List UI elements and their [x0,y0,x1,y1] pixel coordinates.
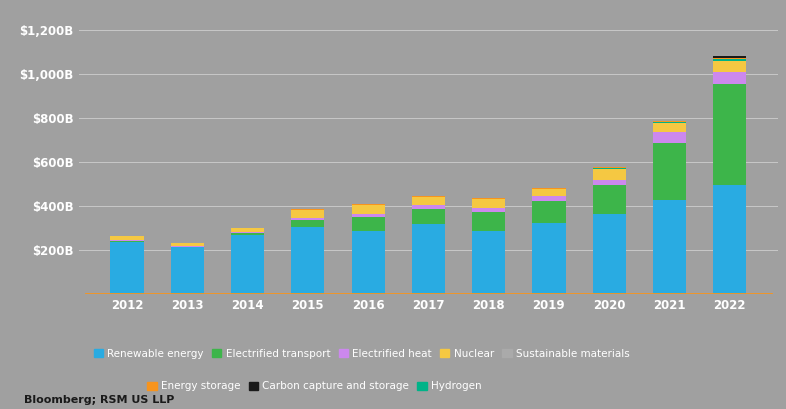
Legend: Renewable energy, Electrified transport, Electrified heat, Nuclear, Sustainable : Renewable energy, Electrified transport,… [90,344,634,363]
Bar [110,236,144,240]
Bar [292,220,325,227]
Bar [713,72,747,84]
Bar [532,201,565,223]
Bar [713,84,747,185]
Bar [110,241,144,242]
Bar [412,196,445,197]
Bar [532,188,565,189]
Bar [351,205,384,214]
Bar [593,167,626,168]
Bar [231,228,264,232]
Bar [412,225,445,294]
Bar [472,199,505,208]
Bar [593,168,626,169]
Bar [593,180,626,185]
Bar [292,209,325,210]
Bar [593,185,626,214]
Bar [653,123,686,132]
Bar [351,214,384,217]
Bar [412,209,445,225]
Bar [231,233,264,236]
Bar [171,247,204,294]
Bar [593,214,626,294]
Bar [653,121,686,122]
Bar [713,59,747,61]
Bar [351,204,384,205]
Bar [472,198,505,199]
Bar [110,242,144,294]
Bar [532,223,565,294]
Bar [292,210,325,218]
Bar [713,58,747,59]
Bar [412,205,445,209]
Bar [713,61,747,72]
Text: Bloomberg; RSM US LLP: Bloomberg; RSM US LLP [24,395,174,405]
Bar [472,212,505,231]
Bar [653,122,686,123]
Bar [231,236,264,294]
Bar [412,197,445,205]
Bar [171,246,204,247]
Bar [292,218,325,220]
Bar [292,227,325,294]
Bar [532,189,565,196]
Bar [653,132,686,142]
Bar [653,200,686,294]
Legend: Energy storage, Carbon capture and storage, Hydrogen: Energy storage, Carbon capture and stora… [143,377,486,396]
Bar [593,169,626,180]
Bar [713,56,747,58]
Bar [532,196,565,201]
Bar [110,240,144,241]
Bar [351,231,384,294]
Bar [231,232,264,233]
Bar [472,231,505,294]
Bar [713,185,747,294]
Bar [171,243,204,246]
Bar [653,142,686,200]
Bar [351,217,384,231]
Bar [472,208,505,212]
